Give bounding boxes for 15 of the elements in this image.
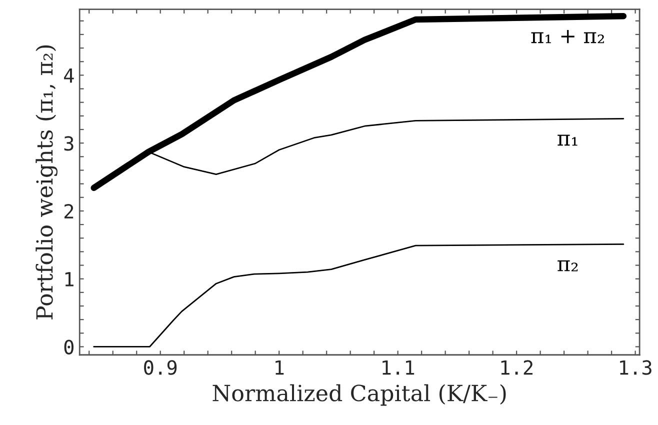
y-tick-label: 1 (65, 272, 74, 286)
x-tick-label: 1.3 (620, 360, 652, 375)
x-tick-label: 1.1 (382, 360, 414, 375)
y-tick-label: 0 (64, 340, 74, 354)
x-tick-label: 1 (276, 360, 284, 375)
series-label: π₂ (558, 260, 578, 272)
x-tick-label: 0.9 (144, 360, 177, 375)
x-axis-title: Normalized Capital (K/K₋) (212, 384, 506, 406)
y-axis-title: Portfolio weights (π₁, π₂) (36, 45, 58, 320)
y-tick-label: 3 (64, 136, 74, 151)
x-tick-label: 1.2 (501, 360, 532, 375)
series-label: π₁ (558, 134, 578, 146)
series-label: π₁ + π₂ (531, 30, 604, 44)
y-tick-label: 2 (64, 204, 74, 218)
y-tick-label: 4 (64, 68, 74, 83)
